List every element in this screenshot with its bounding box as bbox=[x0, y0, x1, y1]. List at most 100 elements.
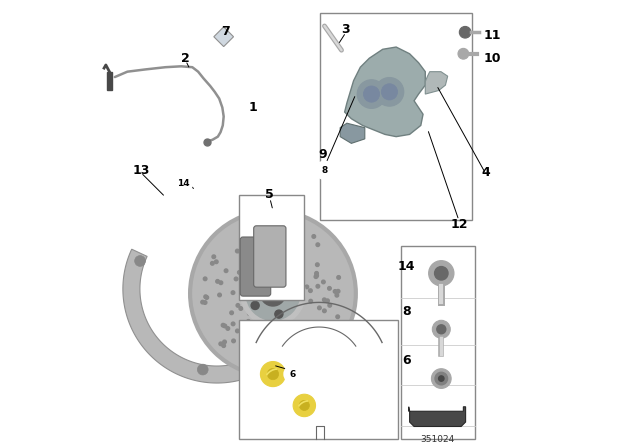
Circle shape bbox=[214, 260, 218, 263]
Circle shape bbox=[328, 287, 332, 290]
Circle shape bbox=[239, 307, 243, 310]
Circle shape bbox=[458, 48, 468, 59]
Polygon shape bbox=[345, 47, 425, 137]
Circle shape bbox=[223, 340, 227, 344]
Circle shape bbox=[290, 252, 294, 255]
Circle shape bbox=[260, 281, 285, 306]
Text: 7: 7 bbox=[221, 25, 230, 38]
Polygon shape bbox=[340, 123, 365, 143]
Circle shape bbox=[230, 311, 234, 314]
Circle shape bbox=[312, 333, 316, 336]
Bar bbox=[320, 13, 472, 220]
Text: 6: 6 bbox=[290, 370, 296, 379]
Circle shape bbox=[255, 323, 259, 327]
Circle shape bbox=[323, 298, 326, 302]
Polygon shape bbox=[425, 72, 448, 94]
Circle shape bbox=[315, 271, 318, 275]
Circle shape bbox=[316, 263, 319, 267]
Circle shape bbox=[375, 78, 404, 106]
Circle shape bbox=[337, 276, 340, 279]
Circle shape bbox=[433, 320, 451, 338]
Circle shape bbox=[219, 281, 223, 284]
Circle shape bbox=[438, 376, 444, 381]
Circle shape bbox=[204, 277, 207, 280]
Circle shape bbox=[431, 369, 451, 388]
Circle shape bbox=[285, 249, 289, 253]
Circle shape bbox=[335, 293, 339, 297]
Circle shape bbox=[246, 319, 250, 323]
Circle shape bbox=[302, 323, 305, 327]
Circle shape bbox=[321, 280, 325, 284]
Circle shape bbox=[293, 394, 316, 417]
Circle shape bbox=[364, 86, 380, 102]
Circle shape bbox=[174, 175, 193, 193]
Circle shape bbox=[232, 339, 236, 343]
Text: 6: 6 bbox=[402, 354, 411, 367]
Circle shape bbox=[280, 262, 284, 265]
Circle shape bbox=[218, 293, 221, 297]
Circle shape bbox=[244, 236, 248, 239]
Text: 8: 8 bbox=[321, 166, 328, 175]
Circle shape bbox=[269, 346, 272, 350]
Circle shape bbox=[429, 261, 454, 286]
Circle shape bbox=[190, 211, 356, 376]
Circle shape bbox=[305, 285, 308, 289]
Circle shape bbox=[237, 271, 241, 274]
Text: 14: 14 bbox=[177, 179, 189, 188]
Circle shape bbox=[219, 342, 223, 345]
Circle shape bbox=[328, 304, 332, 307]
Circle shape bbox=[316, 243, 319, 246]
Circle shape bbox=[315, 274, 319, 277]
Circle shape bbox=[231, 322, 235, 326]
Circle shape bbox=[300, 401, 309, 410]
Circle shape bbox=[314, 275, 317, 279]
Circle shape bbox=[323, 309, 326, 313]
Circle shape bbox=[236, 304, 240, 307]
Circle shape bbox=[211, 262, 214, 265]
Circle shape bbox=[239, 251, 243, 254]
Circle shape bbox=[276, 269, 284, 277]
Circle shape bbox=[284, 324, 288, 328]
Circle shape bbox=[222, 344, 225, 348]
Circle shape bbox=[244, 272, 248, 276]
Circle shape bbox=[231, 291, 235, 294]
Circle shape bbox=[252, 276, 260, 284]
Circle shape bbox=[290, 333, 293, 337]
Circle shape bbox=[435, 372, 447, 385]
Circle shape bbox=[291, 290, 298, 298]
Circle shape bbox=[284, 365, 302, 383]
Circle shape bbox=[246, 267, 300, 320]
Circle shape bbox=[248, 251, 252, 255]
Circle shape bbox=[316, 284, 319, 288]
Circle shape bbox=[314, 330, 317, 333]
Circle shape bbox=[289, 323, 292, 327]
FancyBboxPatch shape bbox=[240, 237, 271, 296]
Circle shape bbox=[268, 368, 278, 380]
Circle shape bbox=[309, 299, 312, 303]
Circle shape bbox=[277, 330, 281, 334]
Circle shape bbox=[223, 324, 227, 328]
Circle shape bbox=[258, 327, 261, 331]
Circle shape bbox=[316, 161, 333, 179]
Circle shape bbox=[236, 329, 239, 333]
Text: 8: 8 bbox=[402, 305, 411, 318]
Circle shape bbox=[204, 295, 207, 298]
Circle shape bbox=[308, 289, 312, 293]
Text: 11: 11 bbox=[484, 29, 501, 43]
Text: 4: 4 bbox=[481, 166, 490, 179]
Circle shape bbox=[279, 256, 283, 260]
Circle shape bbox=[236, 249, 239, 253]
Circle shape bbox=[333, 289, 337, 293]
Circle shape bbox=[285, 339, 289, 343]
Circle shape bbox=[216, 280, 220, 283]
Circle shape bbox=[265, 330, 269, 334]
Text: 1: 1 bbox=[248, 101, 257, 114]
Circle shape bbox=[226, 327, 230, 330]
Circle shape bbox=[336, 315, 339, 319]
Circle shape bbox=[258, 253, 261, 256]
Circle shape bbox=[234, 277, 238, 281]
Circle shape bbox=[267, 325, 271, 329]
Circle shape bbox=[255, 260, 259, 263]
Circle shape bbox=[312, 235, 316, 238]
Circle shape bbox=[251, 270, 255, 274]
